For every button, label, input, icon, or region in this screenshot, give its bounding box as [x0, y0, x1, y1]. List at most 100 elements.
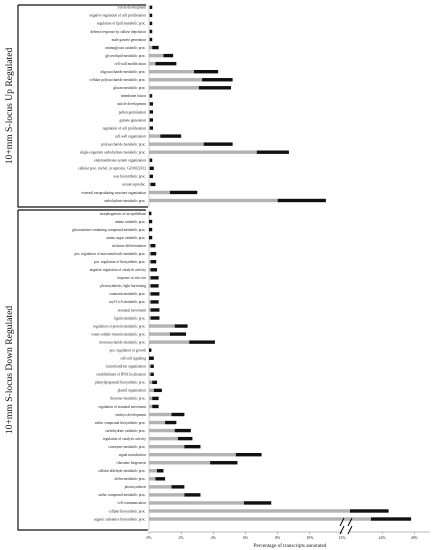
bar-segment-black — [149, 219, 153, 224]
category-label: ribosome biogenesis — [117, 461, 147, 465]
bar-segment-black — [150, 300, 159, 304]
bar-segment-black — [149, 174, 154, 179]
bar-segment-gray — [149, 190, 170, 195]
bar-segment-black — [155, 61, 177, 66]
group-bracket — [17, 209, 148, 531]
category-label: monosaccharide metabolic proc. — [99, 340, 146, 344]
category-label: glucan metabolic proc. — [113, 86, 146, 90]
bar-segment-gray — [149, 420, 166, 425]
bar-segment-gray — [149, 501, 244, 505]
bar-segment-gray — [149, 53, 164, 58]
axis-break-mark — [347, 525, 353, 535]
category-label: embryo development — [116, 413, 146, 417]
bar-segment-black — [149, 227, 153, 232]
category-label: regulation of protein metabolic proc. — [93, 324, 146, 328]
bar-segment-gray — [149, 61, 156, 66]
bar-segment-gray — [149, 308, 151, 312]
category-label: signal transduction — [119, 453, 146, 457]
category-label: negative regulation of cell proliferatio… — [90, 14, 147, 18]
category-label: sulfur compound biosynthetic proc. — [95, 421, 146, 425]
category-label: mitochondrion organization — [106, 365, 146, 369]
bar-segment-black — [149, 13, 153, 18]
bar-segment-gray — [149, 412, 172, 417]
bar-segment-gray — [149, 380, 153, 385]
x-tick-label: 0% — [146, 536, 152, 540]
category-label: oligosaccharide metabolic proc. — [100, 70, 146, 74]
bar-segment-gray — [149, 284, 151, 288]
panel-up-regulated: 10+mm S-locus Up Regulated xylem developm… — [4, 4, 326, 208]
bar-segment-black — [152, 404, 159, 409]
category-label: morphogenesis of an epithelium — [100, 212, 146, 216]
bar-segment-gray — [149, 404, 153, 409]
bar-segment-black — [150, 292, 160, 296]
bar-segment-gray — [149, 477, 156, 481]
category-label: regulation of cell proliferation — [103, 126, 147, 130]
category-label: cell wall organization — [115, 134, 146, 138]
category-label: male gamete generation — [112, 38, 147, 42]
category-label: response to zinc ion — [117, 276, 146, 280]
bar-segment-black — [149, 21, 153, 26]
category-label: sulfur compound metabolic proc. — [98, 493, 146, 497]
category-label: regulation of stomatal movement — [98, 405, 146, 409]
category-label: plastid organization — [118, 389, 147, 393]
bar-segment-gray — [149, 388, 154, 393]
x-tick-label: 10% — [306, 536, 314, 540]
bar-segment-black — [256, 150, 289, 154]
category-label: regulation of lipid metabolic proc. — [97, 22, 146, 26]
category-label: coumarin metabolic proc. — [109, 292, 146, 296]
bar-segment-black — [171, 412, 185, 417]
bar-segment-gray — [149, 340, 190, 344]
category-label: cellular proc. invlvd. in reproduc. GO:0… — [78, 167, 146, 171]
category-label: coenzyme metabolic proc. — [108, 445, 146, 449]
bar-segment-gray — [149, 86, 199, 90]
category-label: defense response by callose deposition — [90, 30, 146, 34]
bar-segment-gray — [149, 461, 211, 465]
category-label: cellular aldehyde metabolic proc. — [98, 469, 146, 473]
bar-segment-gray — [149, 300, 151, 304]
category-label: cellular biosynthetic proc. — [109, 509, 147, 513]
bar-segment-black — [150, 364, 154, 368]
x-tick-label: 26% — [411, 536, 419, 540]
group-title: 10+mm S-locus Up Regulated — [4, 48, 15, 165]
bar-segment-black — [165, 420, 177, 425]
bar-segment-gray — [149, 126, 150, 130]
bar-segment-gray — [149, 509, 350, 513]
category-label: membrane fusion — [121, 94, 146, 98]
bar-segment-black — [150, 308, 160, 312]
category-label: cell wall modification — [114, 62, 146, 66]
category-label: lignin metabolic proc. — [114, 316, 146, 320]
bar-segment-gray — [149, 485, 172, 489]
bar-segment-black — [350, 509, 389, 513]
category-label: polysaccharide metabolic proc. — [101, 142, 146, 146]
x-tick-label: 24% — [379, 536, 387, 540]
bar-segment-black — [150, 243, 156, 248]
bar-segment-gray — [149, 5, 150, 9]
bar-segment-gray — [149, 37, 150, 42]
category-label: glucosamine-containing compound metaboli… — [72, 228, 146, 232]
bar-segment-gray — [149, 118, 150, 122]
bar-segment-gray — [149, 174, 150, 179]
bar-segment-gray — [149, 292, 151, 296]
bar-segment-black — [150, 252, 157, 256]
category-label: regulation of catalytic activity — [103, 437, 146, 441]
category-label: acyl-CoA metabolic proc. — [109, 300, 146, 304]
bar-segment-gray — [149, 21, 150, 26]
bar-segment-black — [150, 316, 160, 320]
bar-segment-gray — [149, 332, 170, 336]
x-tick-label: 6% — [243, 536, 249, 540]
bar-segment-black — [149, 110, 154, 114]
bar-segment-black — [149, 348, 152, 352]
category-label: negative regulation of catalytic activit… — [90, 268, 146, 272]
category-label: stomatal movement — [118, 308, 146, 312]
category-label: photosynthesis, light harvesting — [100, 284, 146, 289]
bar-segment-black — [149, 102, 154, 106]
axis-break-mark — [347, 517, 353, 527]
group-bracket — [17, 4, 148, 208]
bar-segment-black — [174, 428, 191, 433]
bar-segment-gray — [149, 364, 151, 368]
bar-segment-gray — [149, 94, 150, 98]
bar-segment-gray — [149, 316, 151, 320]
bar-segment-black — [277, 198, 326, 203]
bar-segment-gray — [149, 29, 150, 34]
